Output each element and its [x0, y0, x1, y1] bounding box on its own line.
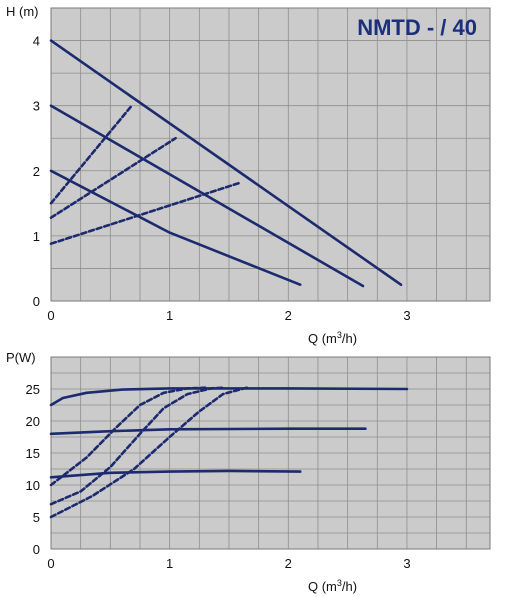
power-x-tick-label: 3 — [403, 556, 410, 571]
power-x-label-suffix: /h) — [342, 579, 357, 594]
head-y-tick-label: 0 — [33, 294, 40, 309]
power-y-tick-label: 25 — [26, 382, 40, 397]
head-dashed-curve — [49, 104, 133, 205]
power-x-tick-label: 1 — [166, 556, 173, 571]
power-x-axis-label: Q (m3/h) — [308, 578, 357, 594]
power-tick-labels: 0 1 2 3 0 5 10 15 20 25 — [26, 382, 411, 571]
head-x-label-suffix: /h) — [342, 331, 357, 346]
power-solid-curve — [49, 427, 367, 436]
head-dashed-curve — [49, 181, 243, 245]
power-y-tick-label: 15 — [26, 446, 40, 461]
power-solid-curve — [49, 469, 302, 479]
power-x-tick-label: 2 — [285, 556, 292, 571]
head-x-axis-label: Q (m3/h) — [308, 330, 357, 346]
head-solid-curve — [49, 104, 365, 288]
head-y-tick-label: 2 — [33, 164, 40, 179]
head-x-tick-label: 3 — [403, 308, 410, 323]
power-x-label-prefix: Q (m — [308, 579, 337, 594]
head-y-tick-label: 1 — [33, 229, 40, 244]
head-x-tick-label: 1 — [166, 308, 173, 323]
head-x-tick-label: 0 — [47, 308, 54, 323]
head-tick-labels: 0 1 2 3 0 1 2 3 4 — [33, 34, 411, 323]
head-grid — [50, 7, 491, 302]
chart-title: NMTD - / 40 — [357, 15, 477, 40]
head-y-axis-label: H (m) — [6, 4, 39, 19]
head-x-label-sup: 3 — [337, 330, 342, 340]
power-plot-frame — [50, 356, 491, 550]
power-dashed-curve — [49, 386, 249, 519]
power-x-tick-label: 0 — [47, 556, 54, 571]
power-dashed-curve — [49, 386, 225, 506]
power-y-tick-label: 10 — [26, 478, 40, 493]
head-y-tick-label: 4 — [33, 34, 40, 49]
head-solid-curve — [49, 39, 403, 287]
head-dashed-curve — [49, 136, 177, 219]
power-dashed-curve — [49, 386, 207, 487]
power-y-tick-label: 20 — [26, 414, 40, 429]
power-curves — [49, 386, 409, 519]
power-x-label-sup: 3 — [337, 578, 342, 588]
power-y-tick-label: 5 — [33, 510, 40, 525]
head-x-tick-label: 2 — [285, 308, 292, 323]
power-y-tick-label: 0 — [33, 542, 40, 557]
head-plot-frame — [50, 7, 491, 302]
head-plot-area — [51, 8, 490, 301]
head-x-label-prefix: Q (m — [308, 331, 337, 346]
power-y-axis-label: P(W) — [6, 350, 36, 365]
power-solid-curve — [49, 387, 409, 407]
head-y-tick-label: 3 — [33, 99, 40, 114]
head-curves — [49, 39, 403, 288]
